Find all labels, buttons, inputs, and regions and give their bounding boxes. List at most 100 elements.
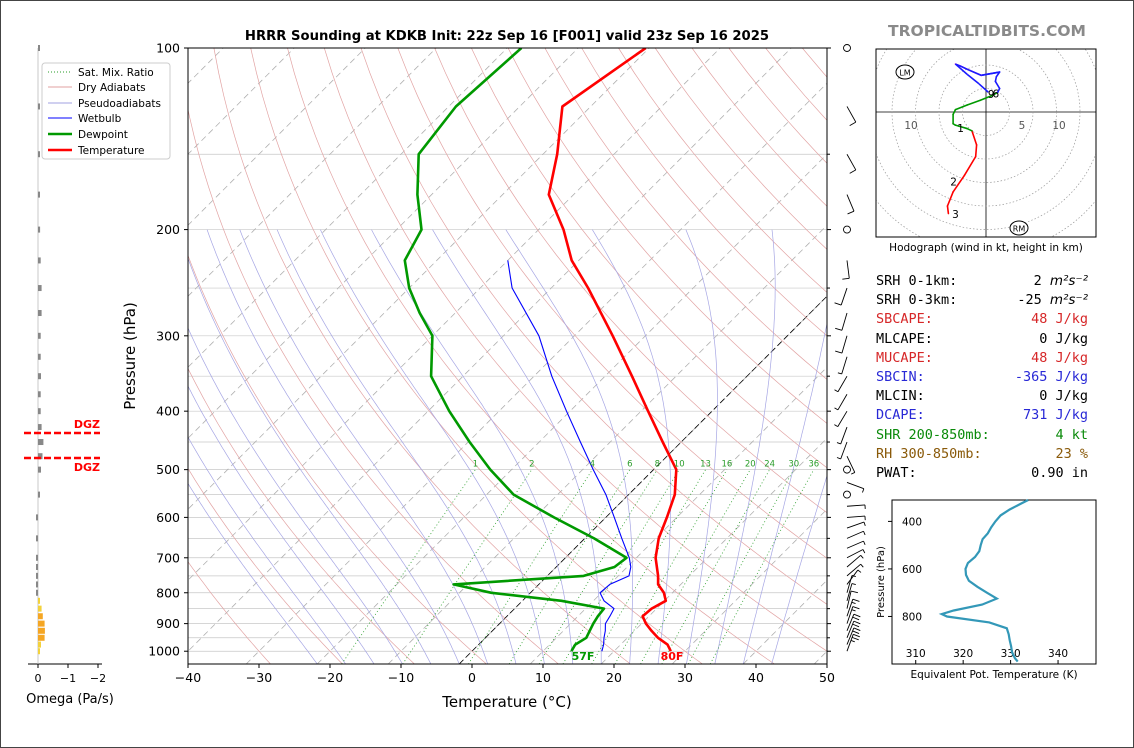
theta-e-panel: 310 320 330 340 400 600 800 Equivalent Pot. Te… xyxy=(876,499,1097,681)
omega-bar xyxy=(38,648,40,655)
wind-barb xyxy=(846,554,864,568)
omega-bar xyxy=(36,589,38,596)
x-tick-label: 40 xyxy=(748,670,764,685)
omega-bar xyxy=(38,439,44,446)
isotherm-line xyxy=(188,48,579,439)
barb-flag xyxy=(852,598,860,602)
theta-e-x-tick-label: 320 xyxy=(953,648,973,660)
omega-bar xyxy=(38,466,41,473)
omega-tick-label: −2 xyxy=(90,672,106,685)
barb-staff xyxy=(846,194,855,212)
barb-flag xyxy=(837,372,842,375)
y-tick-label: 700 xyxy=(156,550,180,565)
mixing-ratio-label: 20 xyxy=(745,460,756,470)
hodograph-height-label: 6 xyxy=(993,89,1000,101)
barb-flag xyxy=(863,521,866,526)
mixing-ratio-label: 4 xyxy=(590,460,595,470)
isotherm-line xyxy=(188,48,295,155)
barb-flag xyxy=(860,563,864,568)
wind-barb xyxy=(834,375,848,393)
mixing-ratio-label: 16 xyxy=(721,460,732,470)
theta-e-x-tick-label: 340 xyxy=(1048,648,1068,660)
calm-wind-marker xyxy=(843,465,851,474)
hodograph-upper-segment xyxy=(967,68,982,77)
isotherm-line xyxy=(188,48,437,297)
hodograph-segment xyxy=(965,127,973,132)
wind-barb xyxy=(846,583,856,601)
barb-flag xyxy=(852,606,860,610)
hodograph-ring xyxy=(962,88,1010,136)
site-watermark: TROPICALTIDBITS.COM xyxy=(888,22,1086,40)
mixing-ratio-line xyxy=(661,469,770,664)
barb-staff xyxy=(846,481,865,490)
legend-dry-adiabats: Dry Adiabats xyxy=(78,82,146,94)
wind-barb xyxy=(834,287,848,306)
barb-staff xyxy=(841,356,848,375)
stat-rh-300-850: RH 300-850mb: 23 % xyxy=(876,445,1088,462)
barb-flag xyxy=(836,442,841,445)
pseudoadiabat-line xyxy=(188,436,346,664)
barb-flag xyxy=(849,169,857,174)
hodograph-ring xyxy=(891,49,1081,207)
hodograph-segment xyxy=(957,125,968,130)
wind-barb xyxy=(846,563,864,577)
barb-staff xyxy=(840,441,848,460)
dgz-bottom-label: DGZ xyxy=(74,461,100,474)
barb-flag xyxy=(851,601,856,604)
skewt-panel: −40 −30 −20 −10 0 10 20 30 40 50 100 200 300 400 500 6… xyxy=(41,41,835,711)
hodograph-segment xyxy=(994,80,1001,90)
mixing-ratio-label: 10 xyxy=(674,460,685,470)
barb-staff xyxy=(846,575,853,593)
wind-barb xyxy=(846,194,855,215)
temperature-profile xyxy=(547,48,678,652)
stat-sbcape: SBCAPE: 48 J/kg xyxy=(876,311,1088,328)
hodograph-segment xyxy=(974,144,978,158)
y-tick-label: 900 xyxy=(156,616,180,631)
barb-staff xyxy=(846,606,854,624)
mixing-ratio-label: 6 xyxy=(627,460,632,470)
barb-staff xyxy=(837,410,848,427)
dry-adiabat-line xyxy=(188,467,343,664)
barb-flag xyxy=(849,121,857,126)
wind-barb xyxy=(834,410,848,428)
barb-flag xyxy=(852,630,860,635)
mixing-ratio-label: 30 xyxy=(788,460,799,470)
stat-shear-200-850: SHR 200-850mb: 4 kt xyxy=(876,426,1088,443)
isotherm-line xyxy=(245,82,827,664)
theta-e-line xyxy=(938,499,1029,663)
hodograph-ring-label-w10: 10 xyxy=(904,120,917,132)
hodograph-caption: Hodograph (wind in kt, height in km) xyxy=(889,242,1083,254)
wind-barb xyxy=(846,504,866,509)
hodograph-trace xyxy=(946,63,1001,215)
dry-adiabat-line xyxy=(507,48,827,424)
isotherm-line xyxy=(188,48,650,510)
y-tick-label: 300 xyxy=(156,328,180,343)
barb-flag xyxy=(850,639,855,643)
hodograph-ring-label-e10: 10 xyxy=(1052,120,1065,132)
omega-bar xyxy=(38,226,41,233)
dry-adiabat-line xyxy=(213,48,631,664)
pseudoadiabat-line xyxy=(188,257,432,664)
barb-flag xyxy=(836,457,841,460)
omega-bar xyxy=(38,151,40,158)
omega-tick-label: −1 xyxy=(60,672,76,685)
mixing-ratio-label: 36 xyxy=(808,460,819,470)
hodograph-segment xyxy=(954,104,969,111)
isotherm-line xyxy=(188,48,366,226)
mixing-ratio-line xyxy=(640,469,751,664)
skewt-series xyxy=(403,48,678,652)
barb-flag xyxy=(853,620,861,625)
isotherm-line xyxy=(671,508,827,664)
barb-staff xyxy=(846,260,850,279)
x-tick-label: 10 xyxy=(535,670,551,685)
mixing-ratio-line xyxy=(341,469,476,664)
omega-bars xyxy=(36,45,45,655)
isotherm-line xyxy=(188,48,508,368)
x-tick-label: −10 xyxy=(388,670,414,685)
omega-bar xyxy=(38,641,41,648)
hodograph-upper-segment xyxy=(981,71,1000,77)
dry-adiabat-line xyxy=(287,48,775,664)
barb-staff xyxy=(840,287,848,306)
omega-bar xyxy=(38,627,45,634)
